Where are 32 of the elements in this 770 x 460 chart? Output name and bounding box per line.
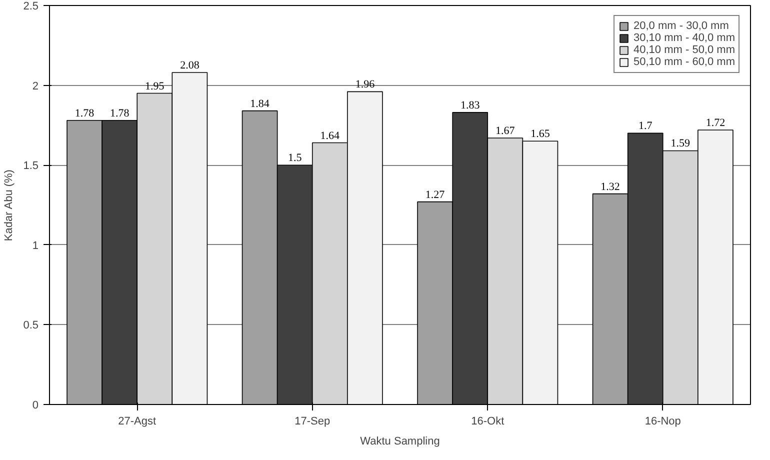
data-label: 1.72 — [706, 116, 726, 129]
x-tick-label: 17-Sep — [294, 416, 330, 428]
data-label: 1.64 — [320, 130, 340, 142]
data-label: 1.32 — [600, 180, 620, 193]
y-axis-title: Kadar Abu (%) — [3, 170, 16, 242]
data-label: 1.95 — [145, 80, 165, 92]
legend-label: 20,0 mm - 30,0 mm — [634, 20, 729, 32]
data-label: 1.59 — [670, 138, 691, 150]
legend-label: 40,10 mm - 50,0 mm — [634, 44, 735, 56]
y-tick-label: 2 — [32, 80, 39, 92]
y-tick-label: 1.5 — [23, 160, 39, 172]
legend-label: 30,10 mm - 40,0 mm — [634, 32, 735, 44]
data-label: 1.96 — [355, 78, 376, 91]
data-label: 1.27 — [425, 188, 446, 201]
data-label: 1.67 — [496, 124, 516, 137]
y-tick-label: 2.5 — [23, 0, 39, 12]
data-label: 1.5 — [288, 152, 302, 164]
data-label: 1.65 — [530, 128, 550, 140]
legend-label: 50,10 mm - 60,0 mm — [634, 56, 735, 68]
data-label: 1.7 — [638, 120, 653, 132]
data-label: 2.08 — [180, 60, 200, 72]
y-tick-label: 0 — [32, 400, 39, 412]
data-label: 1.78 — [74, 107, 95, 120]
y-tick-label: 0.5 — [23, 320, 39, 332]
data-label: 1.83 — [460, 99, 480, 112]
data-label: 1.84 — [250, 98, 270, 110]
x-tick-label: 27-Agst — [118, 416, 156, 428]
x-tick-label: 16-Nop — [644, 416, 681, 428]
data-label: 1.78 — [110, 107, 130, 120]
x-axis-title: Waktu Sampling — [360, 436, 440, 448]
y-tick-label: 1 — [32, 240, 39, 252]
x-tick-label: 16-Okt — [471, 416, 504, 428]
